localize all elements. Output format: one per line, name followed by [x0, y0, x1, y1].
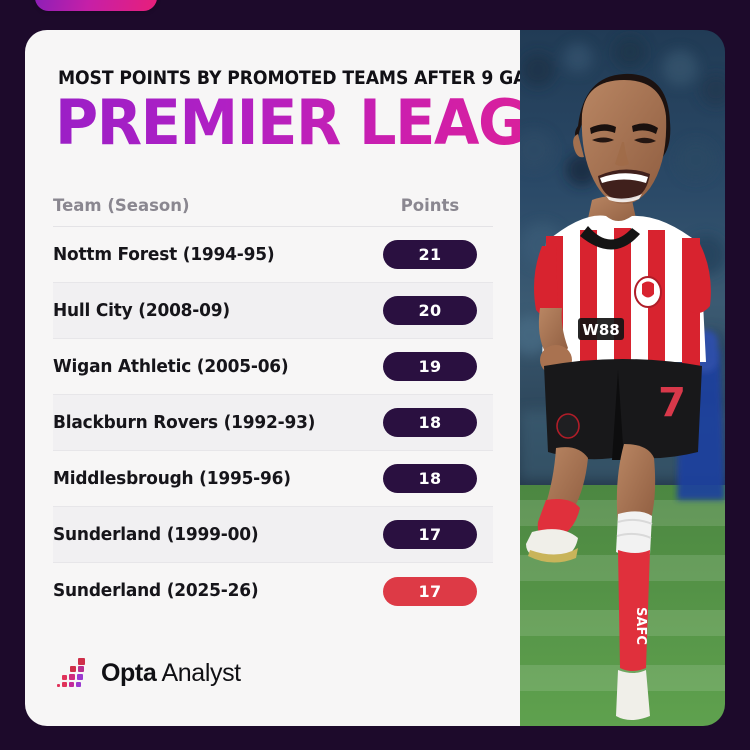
- table-row[interactable]: Hull City (2008-09) 20: [53, 283, 493, 339]
- category-badge[interactable]: FOOTBALL: [35, 0, 157, 11]
- table-row[interactable]: Middlesbrough (1995-96) 18: [53, 451, 493, 507]
- row-team-label: Sunderland (2025-26): [53, 581, 259, 601]
- opta-analyst-logo[interactable]: Opta Analyst: [57, 658, 241, 688]
- football-player-photo-icon: W88 7 SAFC: [520, 30, 725, 726]
- row-team-label: Middlesbrough (1995-96): [53, 468, 291, 489]
- points-badge: 18: [383, 408, 477, 437]
- column-header-points: Points: [400, 196, 460, 215]
- table-row[interactable]: Blackburn Rovers (1992-93) 18: [53, 395, 493, 451]
- points-badge: 20: [383, 296, 477, 325]
- player-photo: W88 7 SAFC: [520, 30, 725, 726]
- svg-text:SAFC: SAFC: [633, 607, 648, 645]
- opta-stepped-squares-icon: [57, 658, 91, 688]
- row-points-cell: 18: [367, 464, 493, 493]
- logo-wordmark: Opta Analyst: [101, 658, 242, 687]
- logo-brand-bold: Opta: [101, 658, 157, 687]
- svg-text:W88: W88: [582, 321, 619, 339]
- row-team-label: Hull City (2008-09): [53, 300, 230, 321]
- points-badge: 19: [383, 352, 477, 381]
- row-points-cell: 19: [367, 352, 493, 381]
- content-card: MOST POINTS BY PROMOTED TEAMS AFTER 9 GA…: [25, 30, 522, 726]
- row-team-label: Blackburn Rovers (1992-93): [53, 412, 316, 433]
- page-title: PREMIER LEAGUE: [55, 92, 522, 154]
- row-points-cell: 18: [367, 408, 493, 437]
- row-team-label: Sunderland (1999-00): [53, 524, 259, 545]
- points-badge-highlighted: 17: [383, 576, 477, 606]
- category-badge-wrap: FOOTBALL: [35, 0, 157, 11]
- row-points-cell: 21: [367, 240, 493, 269]
- table-row[interactable]: Sunderland (1999-00) 17: [53, 507, 493, 563]
- table-row-highlighted[interactable]: Sunderland (2025-26) 17: [53, 563, 493, 619]
- column-header-team: Team (Season): [53, 196, 190, 215]
- standings-table: Team (Season) Points Nottm Forest (1994-…: [53, 185, 493, 619]
- table-header-row: Team (Season) Points: [53, 185, 493, 227]
- points-badge: 18: [383, 464, 477, 493]
- row-points-cell: 17: [367, 576, 493, 606]
- table-row[interactable]: Wigan Athletic (2005-06) 19: [53, 339, 493, 395]
- row-points-cell: 17: [367, 520, 493, 549]
- row-team-label: Wigan Athletic (2005-06): [53, 356, 289, 377]
- table-row[interactable]: Nottm Forest (1994-95) 21: [53, 227, 493, 283]
- logo-brand-light: Analyst: [161, 658, 242, 687]
- points-badge: 21: [383, 240, 477, 269]
- row-team-label: Nottm Forest (1994-95): [53, 244, 275, 265]
- svg-text:7: 7: [658, 380, 686, 426]
- card-inner: MOST POINTS BY PROMOTED TEAMS AFTER 9 GA…: [25, 30, 522, 726]
- row-points-cell: 20: [367, 296, 493, 325]
- kicker-text: MOST POINTS BY PROMOTED TEAMS AFTER 9 GA…: [58, 68, 522, 89]
- points-badge: 17: [383, 520, 477, 549]
